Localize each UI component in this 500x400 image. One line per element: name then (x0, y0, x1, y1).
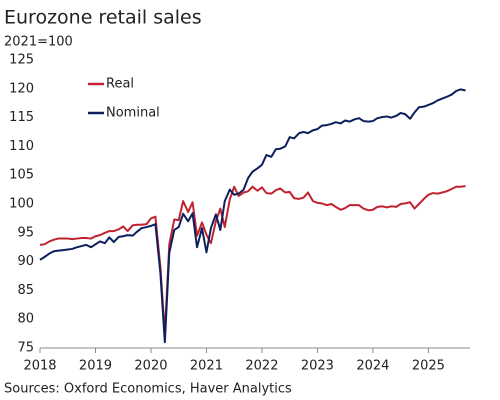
x-tick-label: 2019 (79, 359, 112, 374)
y-tick-label: 90 (17, 254, 34, 269)
y-tick-label: 95 (17, 225, 34, 240)
series-line (39, 88, 466, 344)
x-tick-label: 2018 (23, 359, 56, 374)
x-tick-label: 2023 (301, 359, 334, 374)
y-tick-label: 75 (17, 341, 34, 356)
y-tick-label: 110 (9, 139, 34, 154)
x-tick-label: 2022 (245, 359, 278, 374)
series-line (39, 185, 466, 335)
x-tick-label: 2024 (356, 359, 389, 374)
x-tick-label: 2020 (134, 359, 167, 374)
source-note: Sources: Oxford Economics, Haver Analyti… (4, 382, 292, 397)
y-tick-label: 120 (9, 81, 34, 96)
y-tick-label: 85 (17, 283, 34, 298)
chart-subtitle: 2021=100 (4, 35, 73, 50)
y-tick-label: 105 (9, 168, 34, 183)
x-tick-label: 2025 (412, 359, 445, 374)
legend-label: Nominal (106, 106, 160, 121)
x-tick-label: 2021 (190, 359, 223, 374)
chart-title: Eurozone retail sales (4, 7, 202, 29)
y-tick-label: 80 (17, 312, 34, 327)
y-tick-label: 115 (9, 110, 34, 125)
legend-label: Real (106, 77, 134, 92)
y-tick-label: 125 (9, 53, 34, 68)
y-tick-label: 100 (9, 197, 34, 212)
